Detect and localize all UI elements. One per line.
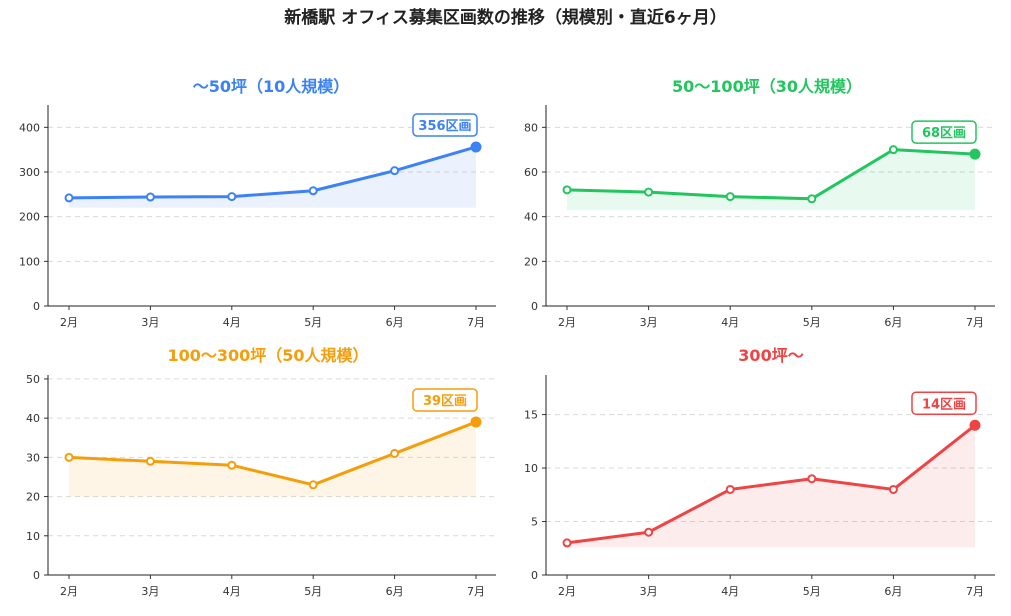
data-point [562,538,572,548]
y-tick-label: 300 [19,166,40,179]
data-point [644,527,654,537]
data-point [390,448,400,458]
badge-box [911,391,977,416]
data-point [227,192,237,202]
series-line [67,420,478,487]
x-tick-label: 4月 [223,316,241,329]
data-point [725,484,735,494]
x-tick-label: 3月 [640,585,658,598]
data-point [725,192,735,202]
data-point [644,187,654,197]
latest-value-badge: 39区画 [412,388,478,412]
data-point [888,484,898,494]
x-tick-label: 3月 [640,316,658,329]
y-tick-label: 0 [33,300,40,313]
series-line [67,145,478,200]
badge-box [412,388,478,412]
x-tick-label: 7月 [966,316,984,329]
x-tick-label: 3月 [141,585,159,598]
y-tick-label: 30 [26,451,40,464]
chart-title: 100〜300坪（50人規模） [167,346,368,365]
x-tick-label: 4月 [721,316,739,329]
y-tick-label: 200 [19,211,40,224]
y-tick-label: 20 [524,255,538,268]
series-line [565,423,977,545]
x-tick-label: 4月 [223,585,241,598]
x-tick-label: 6月 [884,316,902,329]
x-tick-label: 2月 [60,585,78,598]
x-tick-label: 6月 [884,585,902,598]
latest-value-badge: 14区画 [911,391,977,416]
x-tick-label: 2月 [558,316,576,329]
x-tick-label: 6月 [386,585,404,598]
data-point [145,456,155,466]
series-area [567,149,975,210]
chart-title: 〜50坪（10人規模） [193,77,350,96]
data-point [470,141,482,153]
chart-panel-1: 〜50坪（10人規模） 0 100 200 300 400 2月 3月 4月 5月 6月 7月 356区… [19,77,496,329]
data-point [969,148,981,160]
y-tick-label: 10 [524,462,538,475]
y-tick-label: 0 [531,300,538,313]
data-point [969,419,981,431]
badge-box [911,120,977,144]
series-area [567,425,975,548]
y-tick-label: 40 [26,412,40,425]
y-tick-label: 100 [19,255,40,268]
y-tick-label: 15 [524,409,538,422]
data-point [308,480,318,490]
x-tick-label: 7月 [966,585,984,598]
series-area [69,146,476,208]
data-point [390,166,400,176]
x-tick-label: 2月 [558,585,576,598]
y-tick-label: 20 [26,491,40,504]
x-tick-label: 5月 [803,316,821,329]
series-line [565,148,977,201]
y-tick-label: 50 [26,373,40,386]
y-tick-label: 5 [531,516,538,529]
x-tick-label: 4月 [721,585,739,598]
y-tick-label: 80 [524,121,538,134]
x-tick-label: 5月 [304,585,322,598]
x-tick-label: 2月 [60,316,78,329]
data-point [562,185,572,195]
data-point [227,460,237,470]
latest-value-badge: 356区画 [412,113,478,137]
y-tick-label: 0 [33,569,40,582]
chart-panel-2: 50〜100坪（30人規模） 0 20 40 60 80 2月 3月 4月 5月 6月 7月 68区画 [524,77,995,329]
data-point [64,452,74,462]
badge-label: 356区画 [418,119,471,134]
data-point [807,194,817,204]
x-tick-label: 3月 [141,316,159,329]
y-tick-label: 400 [19,121,40,134]
x-tick-label: 5月 [304,316,322,329]
x-tick-label: 7月 [467,585,485,598]
data-point [64,193,74,203]
chart-title: 300坪〜 [738,346,803,365]
x-tick-label: 7月 [467,316,485,329]
badge-label: 39区画 [423,394,467,409]
x-tick-label: 5月 [803,585,821,598]
y-tick-label: 40 [524,211,538,224]
data-point [308,186,318,196]
badge-label: 14区画 [922,397,966,412]
latest-value-badge: 68区画 [911,120,977,144]
badge-label: 68区画 [922,126,966,141]
x-tick-label: 6月 [386,316,404,329]
chart-panel-3: 100〜300坪（50人規模） 0 10 20 30 40 50 2月 3月 4月 5月 6月 7月 39… [26,346,496,598]
data-point [807,474,817,484]
chart-panel-4: 300坪〜 0 5 10 15 2月 3月 4月 5月 6月 7月 14区画 [524,346,995,598]
y-tick-label: 60 [524,166,538,179]
y-tick-label: 0 [531,569,538,582]
chart-title: 50〜100坪（30人規模） [672,77,862,96]
y-tick-label: 10 [26,530,40,543]
data-point [145,192,155,202]
main-title: 新橋駅 オフィス募集区画数の推移（規模別・直近6ヶ月） [284,8,727,28]
data-point [470,416,482,428]
series-area [69,422,476,497]
data-point [888,145,898,155]
badge-box [412,113,478,137]
